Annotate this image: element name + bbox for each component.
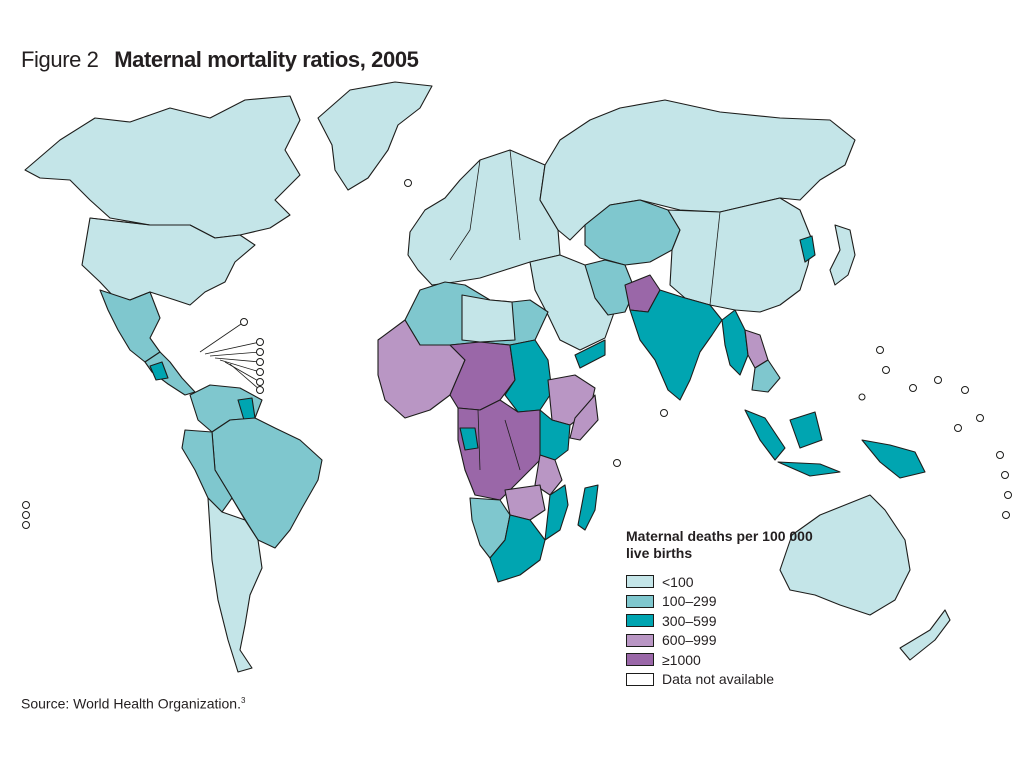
source-text: Source: World Health Organization. bbox=[21, 695, 241, 712]
legend-item: Data not available bbox=[626, 670, 816, 690]
figure-label: Figure 2 bbox=[21, 47, 99, 72]
region-australia bbox=[779, 494, 911, 616]
region-vietnam-thailand bbox=[751, 359, 781, 393]
region-niger-chad bbox=[449, 341, 516, 411]
legend-label: <100 bbox=[662, 573, 694, 590]
region-china bbox=[667, 197, 813, 313]
region-greenland bbox=[317, 81, 433, 191]
legend-item: 600–999 bbox=[626, 631, 816, 651]
region-zambia-zimbabwe bbox=[504, 484, 546, 521]
region-borneo bbox=[789, 411, 823, 449]
region-tanzania bbox=[534, 454, 563, 496]
caribbean-callouts bbox=[199, 318, 264, 394]
region-gabon-congo bbox=[459, 427, 479, 451]
region-yemen bbox=[574, 339, 606, 369]
region-somalia bbox=[569, 394, 599, 441]
figure-main-title: Maternal mortality ratios, 2005 bbox=[114, 47, 419, 72]
region-canada-alaska bbox=[24, 95, 301, 239]
legend-label: 600–999 bbox=[662, 632, 717, 649]
region-new-zealand bbox=[899, 609, 951, 661]
map-legend: Maternal deaths per 100 000 live births … bbox=[626, 528, 816, 689]
legend-title: Maternal deaths per 100 000 live births bbox=[626, 528, 813, 561]
legend-label: Data not available bbox=[662, 671, 775, 688]
legend-label: 100–299 bbox=[662, 593, 717, 610]
legend-swatch bbox=[626, 653, 654, 667]
region-europe bbox=[407, 149, 561, 286]
source-reference: 3 bbox=[240, 696, 246, 705]
region-mexico bbox=[99, 289, 161, 363]
figure-title: Figure 2 Maternal mortality ratios, 2005 bbox=[21, 46, 419, 74]
region-java bbox=[777, 461, 841, 477]
legend-item: 100–299 bbox=[626, 592, 816, 612]
region-southern-cone bbox=[207, 497, 263, 673]
region-russia bbox=[539, 99, 856, 241]
legend-item: 300–599 bbox=[626, 611, 816, 631]
region-south-africa bbox=[489, 514, 546, 583]
source-note: Source: World Health Organization.3 bbox=[21, 692, 245, 713]
legend-label: ≥1000 bbox=[662, 651, 701, 668]
region-guatemala bbox=[149, 361, 169, 381]
legend-swatch bbox=[626, 633, 654, 647]
pacific-islands bbox=[22, 179, 1012, 529]
region-mozambique bbox=[544, 484, 569, 541]
legend-label: 300–599 bbox=[662, 612, 717, 629]
region-india bbox=[629, 289, 723, 401]
region-papua bbox=[861, 439, 926, 479]
region-libya-egypt bbox=[461, 294, 516, 343]
region-central-america bbox=[144, 351, 196, 396]
legend-items: <100 100–299 300–599 600–999 ≥1000 Data not a… bbox=[626, 572, 816, 689]
legend-item: <100 bbox=[626, 572, 816, 592]
legend-swatch bbox=[626, 672, 654, 686]
legend-swatch bbox=[626, 614, 654, 628]
legend-item: ≥1000 bbox=[626, 650, 816, 670]
country-borders bbox=[89, 149, 721, 541]
region-north-korea bbox=[799, 235, 816, 263]
region-japan bbox=[829, 224, 856, 286]
region-myanmar bbox=[721, 309, 749, 376]
legend-swatch bbox=[626, 594, 654, 608]
region-sumatra bbox=[744, 409, 786, 461]
region-madagascar bbox=[577, 484, 599, 531]
legend-swatch bbox=[626, 575, 654, 589]
